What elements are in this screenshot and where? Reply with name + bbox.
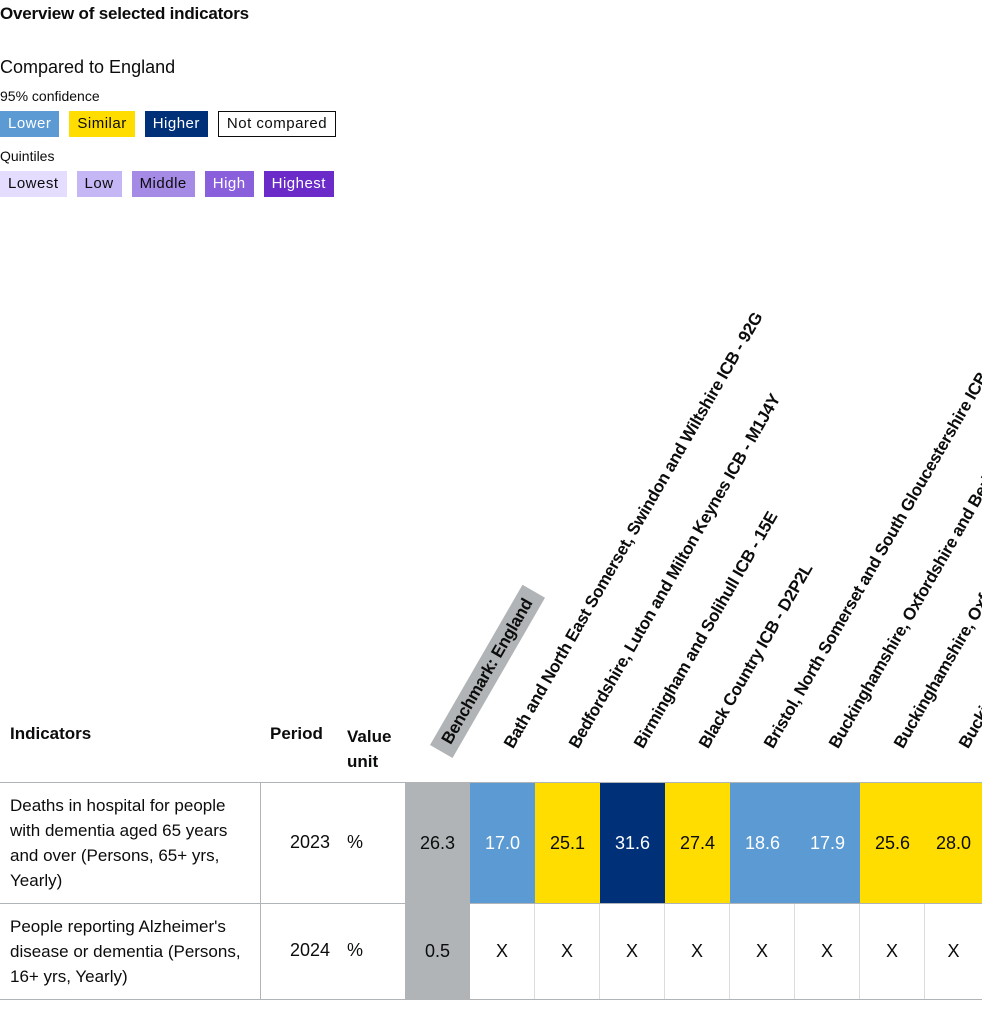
confidence-label: 95% confidence — [0, 88, 100, 104]
value-cell[interactable]: X — [535, 904, 600, 999]
compared-to-label: Compared to England — [0, 57, 176, 77]
value-unit-header: Value unit — [347, 727, 392, 771]
key-higher: Higher — [144, 111, 208, 137]
key-high: High — [204, 171, 254, 197]
indicator-name[interactable]: People reporting Alzheimer's disease or … — [10, 917, 241, 986]
unit-value: % — [347, 940, 364, 960]
value-cell[interactable]: 25.6 — [860, 783, 925, 903]
confidence-key: Lower Similar Higher Not compared — [0, 111, 346, 137]
period-value: 2024 — [289, 940, 330, 960]
value-cell[interactable]: 31.6 — [600, 783, 665, 903]
page-title: Overview of selected indicators — [0, 4, 249, 23]
key-similar: Similar — [69, 111, 135, 137]
table-divider — [0, 999, 982, 1000]
value-cell[interactable]: X — [860, 904, 925, 999]
value-cell[interactable]: X — [665, 904, 730, 999]
benchmark-value: 26.3 — [405, 783, 470, 903]
key-lowest: Lowest — [0, 171, 67, 197]
area-header-4[interactable]: Black Country ICB - D2P2L — [695, 560, 817, 752]
value-cell[interactable]: X — [795, 904, 860, 999]
quintiles-label: Quintiles — [0, 148, 55, 164]
value-cell[interactable]: 17.0 — [470, 783, 535, 903]
value-cell[interactable]: X — [925, 904, 982, 999]
key-highest: Highest — [263, 171, 334, 197]
key-lower: Lower — [0, 111, 60, 137]
key-middle: Middle — [131, 171, 195, 197]
key-low: Low — [76, 171, 122, 197]
key-not-compared: Not compared — [217, 111, 337, 137]
period-header: Period — [270, 724, 323, 743]
value-cell[interactable]: X — [730, 904, 795, 999]
value-cell[interactable]: 25.1 — [535, 783, 600, 903]
table-divider — [0, 782, 982, 783]
value-cell[interactable]: X — [470, 904, 535, 999]
indicator-name[interactable]: Deaths in hospital for people with demen… — [10, 796, 228, 890]
unit-value: % — [347, 832, 364, 852]
quintiles-key: Lowest Low Middle High Highest — [0, 171, 344, 197]
indicators-header: Indicators — [10, 724, 92, 743]
table-divider — [0, 903, 982, 904]
value-cell[interactable]: 17.9 — [795, 783, 860, 903]
value-cell[interactable]: 27.4 — [665, 783, 730, 903]
column-divider — [260, 782, 261, 999]
benchmark-value: 0.5 — [405, 904, 470, 999]
period-value: 2023 — [289, 832, 330, 852]
value-cell[interactable]: 28.0 — [925, 783, 982, 903]
value-cell[interactable]: X — [600, 904, 665, 999]
value-cell[interactable]: 18.6 — [730, 783, 795, 903]
